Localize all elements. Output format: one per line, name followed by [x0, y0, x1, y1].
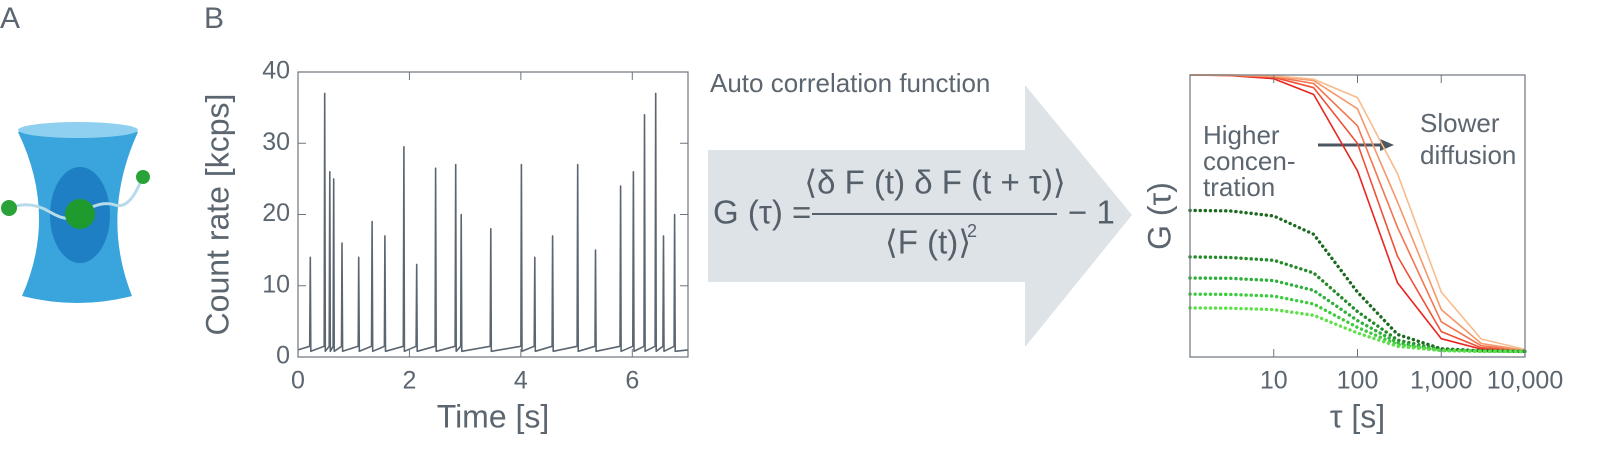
plot-frame [297, 71, 689, 358]
annotation: diffusion [1420, 140, 1516, 170]
formula-rhs: − 1 [1068, 194, 1115, 231]
y-axis-title: Count rate [kcps] [199, 94, 235, 336]
focus-illustration [1, 122, 150, 303]
x-axis-title: Time [s] [437, 398, 550, 434]
y-tick-label: 10 [262, 270, 290, 298]
annotation: tration [1203, 172, 1275, 202]
x-tick-label: 100 [1337, 367, 1379, 395]
x-tick-label: 6 [625, 367, 639, 395]
x-tick-label: 10 [1260, 367, 1288, 395]
series-line [1188, 276, 1527, 354]
series-line [1188, 306, 1527, 354]
y-tick-label: 20 [262, 199, 290, 227]
x-tick-label: 0 [291, 367, 305, 395]
annotation: Slower [1420, 108, 1500, 138]
x-tick-label: 2 [402, 367, 416, 395]
x-tick-label: 10,000 [1487, 367, 1563, 395]
series-line [1188, 292, 1527, 354]
x-tick-label: 4 [514, 367, 528, 395]
annotation: concen- [1203, 146, 1296, 176]
panel-label: B [204, 2, 224, 35]
x-tick-label: 1,000 [1410, 367, 1473, 395]
y-tick-label: 0 [276, 342, 290, 370]
formula-numerator: ⟨δ F (t) δ F (t + τ)⟩ [804, 164, 1066, 201]
y-tick-label: 40 [262, 57, 290, 85]
y-tick-label: 30 [262, 128, 290, 156]
formula-lhs: G (τ) = [713, 194, 811, 231]
panel-label: A [0, 2, 20, 35]
annotation: Higher [1203, 120, 1280, 150]
arrow-heading: Auto correlation function [710, 68, 990, 98]
arrow [708, 85, 1132, 347]
formula-denominator: ⟨F (t)⟩ [885, 224, 971, 261]
y-axis-title: G (τ) [1141, 182, 1177, 250]
series-line [297, 92, 689, 353]
x-axis-title: τ [s] [1330, 398, 1385, 434]
formula-exponent: 2 [967, 221, 977, 241]
